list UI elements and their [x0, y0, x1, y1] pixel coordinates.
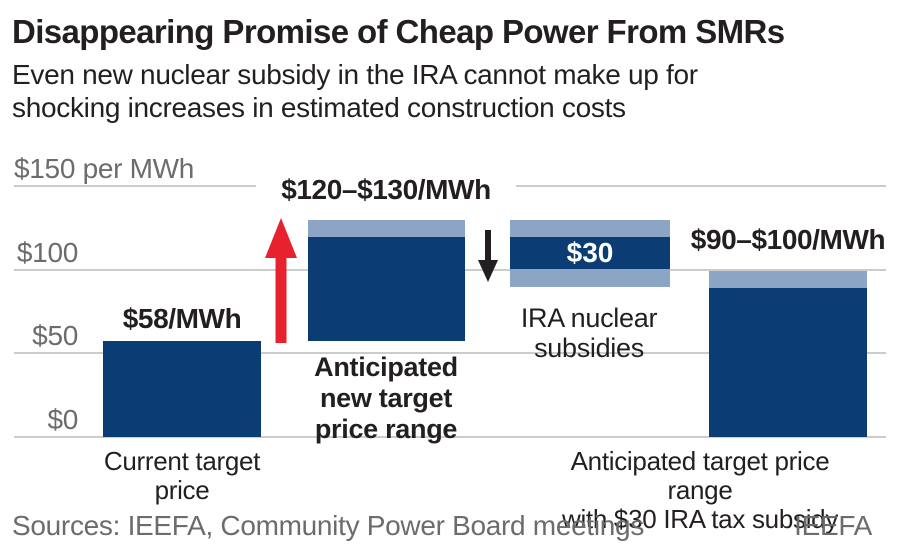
category-label-line: IRA nuclear: [520, 303, 658, 333]
category-label-line: Anticipated target price range: [570, 446, 830, 505]
sources-note: Sources: IEEFA, Community Power Board me…: [12, 510, 645, 541]
bar-annotation-current-target: $58/MWh: [122, 303, 242, 334]
category-label-line: new target: [319, 383, 453, 413]
bar-ira-subsidies-core: [510, 237, 670, 269]
chart-title: Disappearing Promise of Cheap Power From…: [12, 13, 785, 50]
gridline-0: [14, 436, 886, 438]
category-label-current-target: Current target price: [82, 447, 282, 505]
chart-subtitle: Even new nuclear subsidy in the IRA cann…: [12, 58, 872, 124]
category-label-subsidized-range: Anticipated target price range with $30 …: [535, 447, 865, 534]
chart-subtitle-line-2: shocking increases in estimated construc…: [12, 92, 626, 123]
y-tick-label-0: $0: [47, 404, 78, 435]
subsidy-decrease-arrow-icon: [478, 230, 498, 282]
category-label-line: Anticipated: [314, 352, 458, 382]
bar-new-target-range-upper-segment: [308, 220, 465, 237]
chart-subtitle-line-1: Even new nuclear subsidy in the IRA cann…: [12, 59, 698, 90]
category-label-line: with $30 IRA tax subsidy: [561, 504, 839, 534]
category-label-ira-subsidies: IRA nuclear subsidies: [489, 303, 689, 363]
category-label-line: price range: [314, 414, 458, 444]
category-label-line: price: [154, 475, 210, 505]
y-tick-label-100: $100: [16, 237, 78, 268]
bar-current-target-price: [103, 341, 261, 437]
bar-subsidized-range-main-segment: [709, 288, 867, 437]
y-tick-label-50: $50: [32, 320, 78, 351]
gridline-50: [14, 352, 886, 354]
bar-annotation-ira-subsidies: $30: [566, 237, 614, 268]
bar-annotation-subsidized-range: $90–$100/MWh: [690, 224, 886, 255]
category-label-line: Current target: [103, 446, 261, 476]
price-increase-arrow-icon: [265, 218, 297, 343]
bar-annotation-new-target-range: $120–$130/MWh: [256, 175, 516, 205]
bar-subsidized-range-upper-segment: [709, 271, 867, 288]
bar-new-target-range-main-segment: [308, 237, 465, 341]
y-tick-label-150: $150 per MWh: [14, 153, 195, 184]
category-label-new-target-range: Anticipated new target price range: [286, 352, 486, 445]
ieefa-credit: IEEFA: [794, 510, 872, 541]
category-label-line: subsidies: [534, 333, 644, 363]
